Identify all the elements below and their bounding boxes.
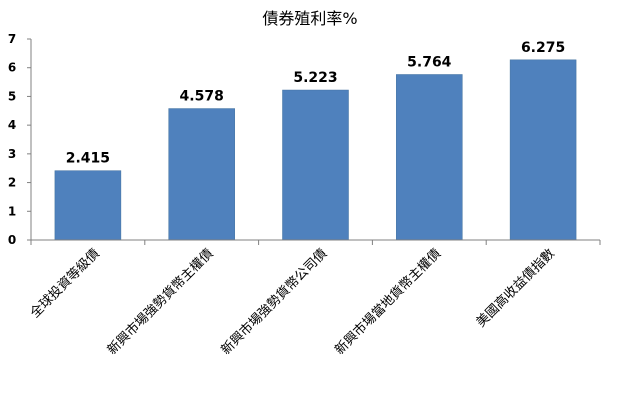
data-label: 2.415 [66, 151, 110, 167]
y-axis: 0 1 2 3 4 5 6 7 [8, 32, 601, 247]
y-tick-label: 6 [8, 61, 16, 75]
y-tick-label: 4 [8, 118, 16, 132]
data-labels: 2.415 4.578 5.223 5.764 6.275 [66, 40, 565, 167]
bars [54, 59, 577, 241]
data-label: 5.223 [293, 70, 337, 86]
category-label: 新興市場強勢貨幣公司債 [218, 246, 330, 358]
category-label: 新興市場強勢貨幣主權債 [104, 246, 216, 358]
data-label: 5.764 [407, 54, 452, 70]
data-label: 4.578 [180, 89, 224, 105]
category-label: 新興市場當地貨幣主權債 [332, 246, 444, 358]
y-tick-label: 0 [8, 233, 16, 247]
bar [54, 170, 122, 241]
bar [168, 108, 235, 241]
category-label: 全球投資等級債 [27, 246, 103, 322]
y-tick-label: 3 [8, 147, 16, 161]
y-tick-label: 2 [8, 176, 16, 190]
y-tick-label: 1 [8, 204, 16, 218]
category-label: 美國高收益債指數 [473, 246, 558, 331]
y-tick-label: 7 [8, 32, 16, 46]
x-axis: 全球投資等級債 新興市場強勢貨幣主權債 新興市場強勢貨幣公司債 新興市場當地貨幣主權債… [27, 246, 558, 358]
bar [509, 59, 577, 241]
bar [282, 89, 349, 241]
y-tick-label: 5 [8, 89, 16, 103]
data-label: 6.275 [521, 40, 565, 56]
chart-title: 債券殖利率% [262, 9, 357, 28]
bar [396, 74, 463, 241]
